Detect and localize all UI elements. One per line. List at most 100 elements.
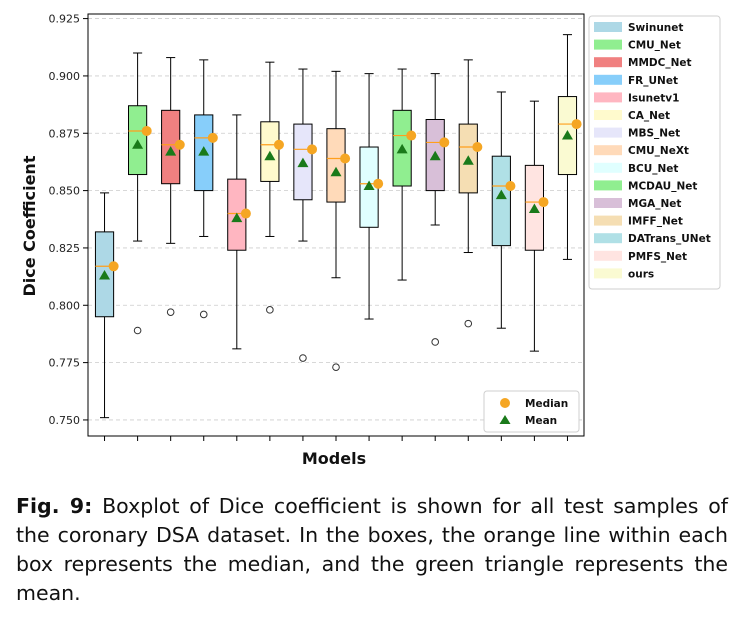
stats-legend: Median Mean [483,390,580,433]
legend-swatch [594,233,622,244]
box-cmu_net [128,52,152,335]
legend-label: MMDC_Net [628,57,692,69]
median-marker [108,261,119,272]
legend-label: IMFF_Net [628,216,683,228]
median-marker [571,119,582,130]
median-marker [307,144,318,155]
legend-swatch [594,145,622,156]
legend-label: MGA_Net [628,198,681,210]
median-legend-marker [500,398,510,408]
legend-swatch [594,250,622,261]
series-legend: Swinunet CMU_Net MMDC_Net FR_UNet Isunetv1 CA… [588,15,721,290]
box-ours [557,34,582,260]
legend-swatch [594,215,622,226]
iqr-box [491,155,511,247]
figure-caption: Fig. 9: Boxplot of Dice coefficient is s… [16,492,728,608]
mean-marker [297,157,309,168]
legend-swatch [594,22,622,32]
legend-swatch [594,74,622,85]
legend-label: CA_Net [628,110,670,122]
legend-label: DATrans_UNet [628,233,711,245]
median-marker [538,197,549,208]
legend-swatch [594,198,622,208]
legend-label: ours [628,268,654,280]
outlier-point [299,354,307,362]
box-pmfs_net [524,100,549,352]
y-tick-label: 0.825 [49,242,81,255]
legend-swatch [594,162,622,173]
legend-label: MBS_Net [628,128,680,140]
y-tick-label: 0.750 [49,414,81,427]
boxes [94,34,582,419]
median-marker [340,153,351,164]
box-mbs_net [293,68,318,362]
legend-label: CMU_Net [628,40,681,52]
box-mcdau_net [392,68,417,281]
mean-marker [363,180,375,191]
mean-marker [198,146,210,156]
mean-marker [429,150,441,161]
outlier-point [199,310,208,319]
mean-marker [264,150,276,161]
median-marker [240,208,251,219]
y-axis-ticks: 0.750 0.775 0.800 0.825 0.850 0.875 0.900 0.925 [49,13,88,427]
caption-text: Boxplot of Dice coefficient is shown for… [16,494,728,605]
median-marker [373,178,384,189]
legend-label: MCDAU_Net [628,180,697,192]
x-axis-ticks [104,436,568,441]
outlier-point [464,319,473,328]
mean-legend-marker [499,415,511,424]
mean-marker [132,139,144,149]
median-marker [141,125,152,136]
boxplot-figure: 0.750 0.775 0.800 0.825 0.850 0.875 0.900 0.925… [20,13,721,468]
mean-marker [462,155,474,165]
caption-label: Fig. 9: [16,494,93,518]
mean-marker [231,212,243,223]
mean-marker [561,130,573,140]
box-imff_net [458,59,483,328]
median-marker [174,139,185,150]
y-tick-label: 0.925 [49,13,81,26]
mean-marker [528,203,540,213]
legend-swatch [594,39,622,50]
y-tick-label: 0.800 [49,299,81,312]
median-marker [273,139,284,150]
median-marker [505,181,516,192]
legend-label: Swinunet [628,22,683,34]
box-isunetv1 [227,114,251,350]
legend-swatch [594,180,622,191]
box-mmdc_net [161,57,185,316]
median-marker [406,130,417,141]
legend-label: Isunetv1 [628,92,679,104]
legend-swatch [594,268,622,279]
y-tick-label: 0.850 [49,185,81,198]
mean-marker [396,143,408,154]
legend-label: BCU_Net [628,163,678,175]
legend-swatch [594,92,622,103]
median-marker [472,142,483,153]
outlier-point [166,308,175,316]
iqr-box [326,128,346,203]
box-datrans_unet [491,91,516,329]
y-tick-label: 0.875 [49,127,81,140]
outlier-point [431,338,440,346]
median-marker [207,132,218,143]
mean-marker [330,166,342,177]
legend-label: FR_UNet [628,75,678,87]
box-fr_unet [194,59,218,319]
stats-legend-label: Mean [525,415,557,427]
y-tick-label: 0.900 [49,70,81,83]
mean-marker [99,269,111,280]
y-axis-label: Dice Coefficient [20,155,39,296]
legend-label: PMFS_Net [628,251,687,263]
mean-marker [495,189,507,200]
legend-swatch [594,127,622,138]
legend-swatch [594,57,622,68]
box-mga_net [425,73,450,346]
y-tick-label: 0.775 [49,357,81,370]
outlier-point [133,326,142,335]
x-axis-label: Models [302,449,366,468]
box-ca_net [260,61,284,314]
outlier-point [266,306,274,314]
stats-legend-label: Median [525,398,568,410]
